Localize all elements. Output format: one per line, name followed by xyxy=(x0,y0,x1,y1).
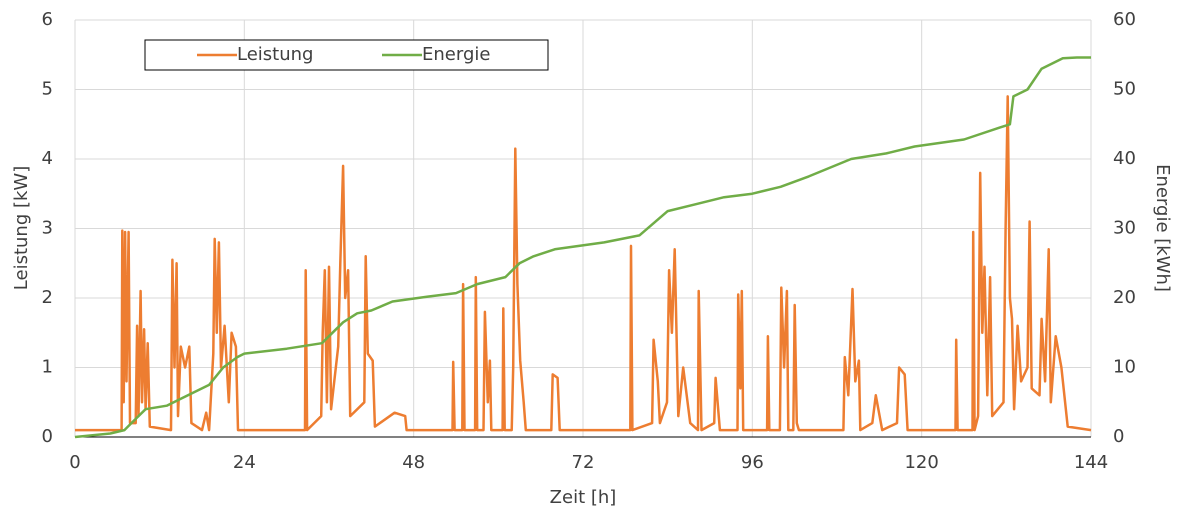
y-tick-label: 2 xyxy=(42,287,53,308)
y2-tick-label: 0 xyxy=(1113,426,1124,447)
x-tick-label: 120 xyxy=(904,452,938,473)
y-tick-label: 5 xyxy=(42,79,53,100)
y2-tick-label: 40 xyxy=(1113,148,1136,169)
x-tick-label: 144 xyxy=(1074,452,1108,473)
y2-tick-label: 60 xyxy=(1113,9,1136,30)
y-tick-label: 1 xyxy=(42,357,53,378)
legend-label: Leistung xyxy=(237,44,313,65)
y-tick-label: 0 xyxy=(42,426,53,447)
y2-tick-label: 30 xyxy=(1113,218,1136,239)
x-axis-title: Zeit [h] xyxy=(550,487,617,508)
y-tick-label: 6 xyxy=(42,9,53,30)
legend-label: Energie xyxy=(422,44,490,65)
series-line xyxy=(75,95,1092,432)
y2-tick-label: 20 xyxy=(1113,287,1136,308)
x-tick-label: 72 xyxy=(572,452,595,473)
x-tick-label: 0 xyxy=(69,452,80,473)
y-axis-title: Leistung [kW] xyxy=(11,166,32,290)
y2-tick-label: 10 xyxy=(1113,357,1136,378)
y2-tick-label: 50 xyxy=(1113,79,1136,100)
y-tick-label: 3 xyxy=(42,218,53,239)
y-tick-label: 4 xyxy=(42,148,53,169)
y2-axis-title: Energie [kWh] xyxy=(1152,164,1173,292)
x-tick-label: 24 xyxy=(233,452,256,473)
x-tick-label: 48 xyxy=(402,452,425,473)
series-line xyxy=(74,56,1091,439)
x-tick-label: 96 xyxy=(741,452,764,473)
